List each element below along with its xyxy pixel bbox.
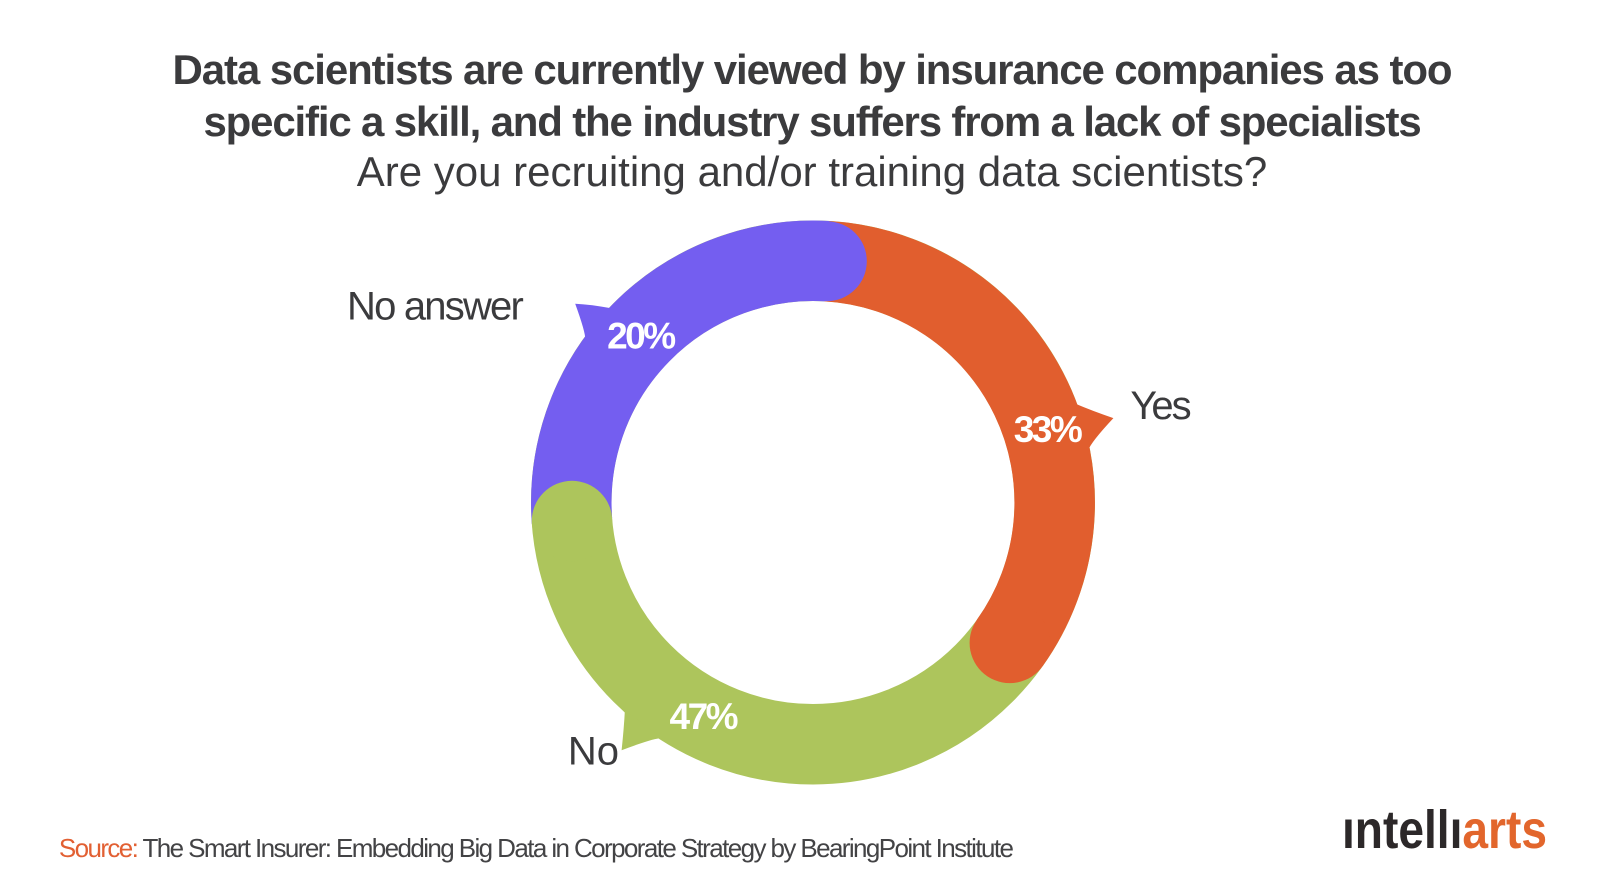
svg-text:Source: The Smart Insurer: Emb: Source: The Smart Insurer: Embedding Big… [59, 833, 1014, 863]
svg-text:ıntellıarts: ıntellıarts [1342, 800, 1547, 860]
svg-text:Data scientists are currently: Data scientists are currently viewed by … [173, 46, 1452, 93]
svg-text:Are you recruiting and/or trai: Are you recruiting and/or training data … [357, 148, 1268, 195]
svg-text:47%: 47% [670, 696, 738, 737]
svg-text:Yes: Yes [1130, 384, 1190, 428]
svg-text:20%: 20% [607, 315, 675, 356]
svg-text:No answer: No answer [347, 285, 523, 329]
svg-text:specific a skill, and the indu: specific a skill, and the industry suffe… [203, 98, 1420, 145]
svg-text:33%: 33% [1014, 409, 1082, 450]
svg-text:No: No [568, 730, 619, 774]
